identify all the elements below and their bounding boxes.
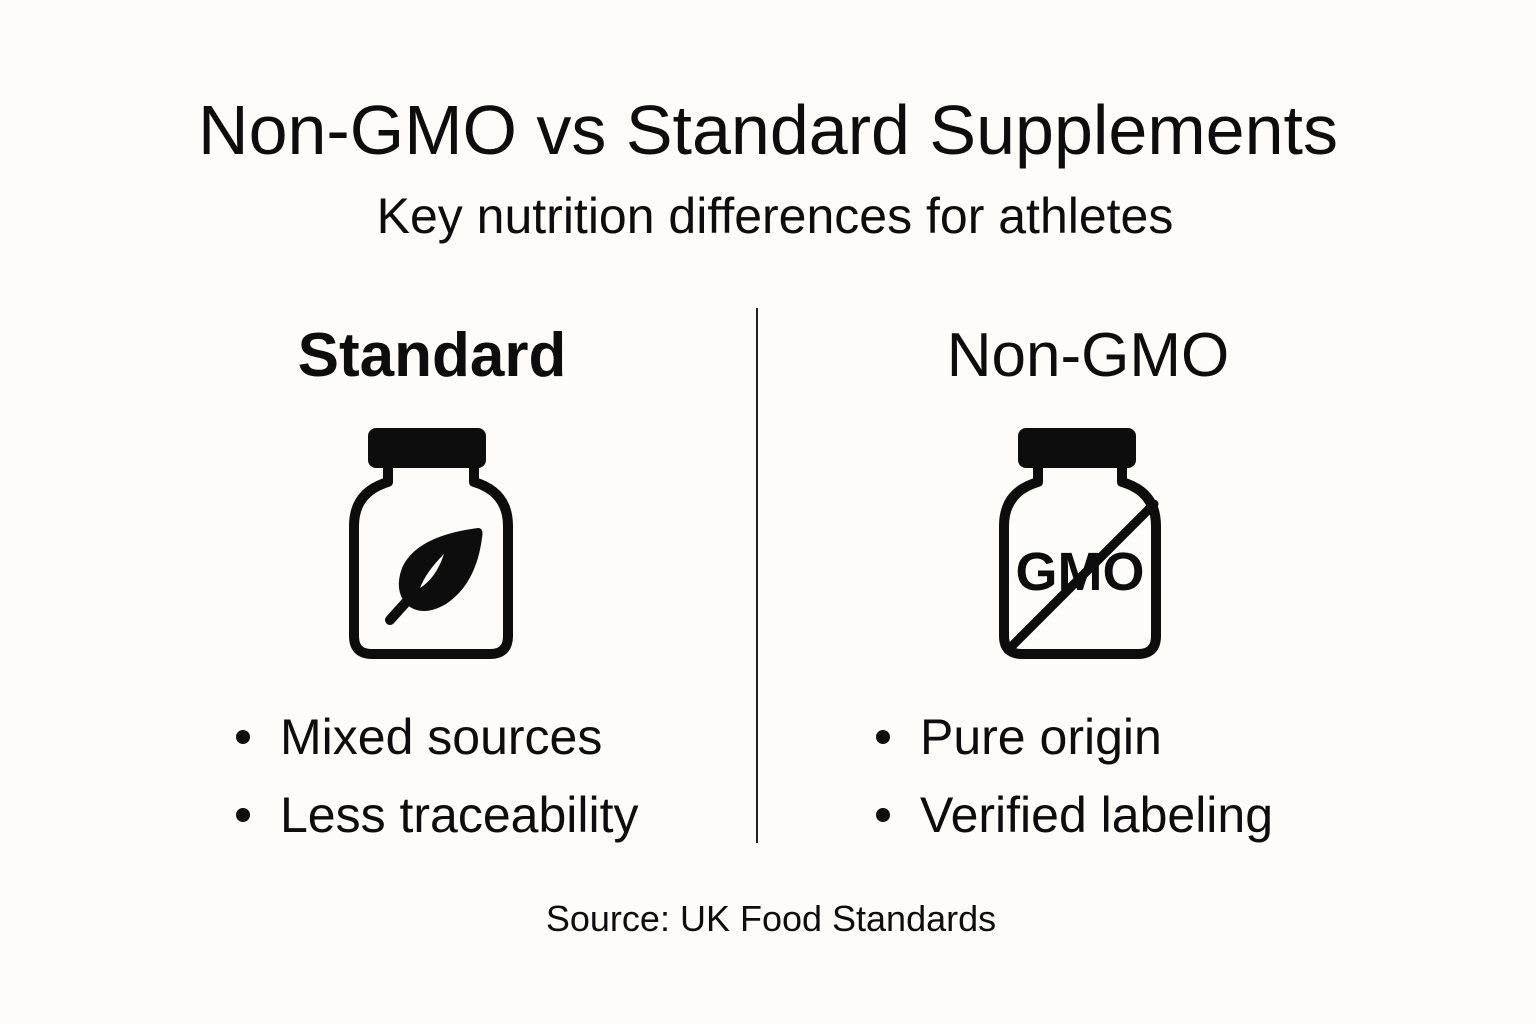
bullet-icon	[236, 730, 250, 744]
standard-bullet-list: Mixed sources Less traceability	[228, 698, 639, 854]
list-item: Verified labeling	[868, 776, 1273, 854]
source-citation: Source: UK Food Standards	[545, 898, 997, 939]
column-divider	[756, 308, 758, 843]
list-item: Less traceability	[228, 776, 639, 854]
supplement-jar-leaf-icon	[349, 428, 513, 659]
bullet-icon	[236, 808, 250, 822]
column-heading-standard: Standard	[297, 321, 567, 390]
bullet-icon	[876, 730, 890, 744]
bullet-icon	[876, 808, 890, 822]
page-title: Non-GMO vs Standard Supplements	[198, 91, 1338, 169]
column-heading-non-gmo: Non-GMO	[946, 321, 1230, 390]
supplement-jar-no-gmo-icon: GMO	[999, 428, 1161, 659]
non-gmo-bullet-list: Pure origin Verified labeling	[868, 698, 1273, 854]
list-item: Mixed sources	[228, 698, 639, 776]
standard-column: Standard Mixed sources Less traceability	[132, 318, 732, 843]
page-subtitle: Key nutrition differences for athletes	[376, 188, 1174, 244]
non-gmo-column: Non-GMO GMO Pure origin Verified labelin…	[788, 318, 1388, 843]
list-item: Pure origin	[868, 698, 1273, 776]
